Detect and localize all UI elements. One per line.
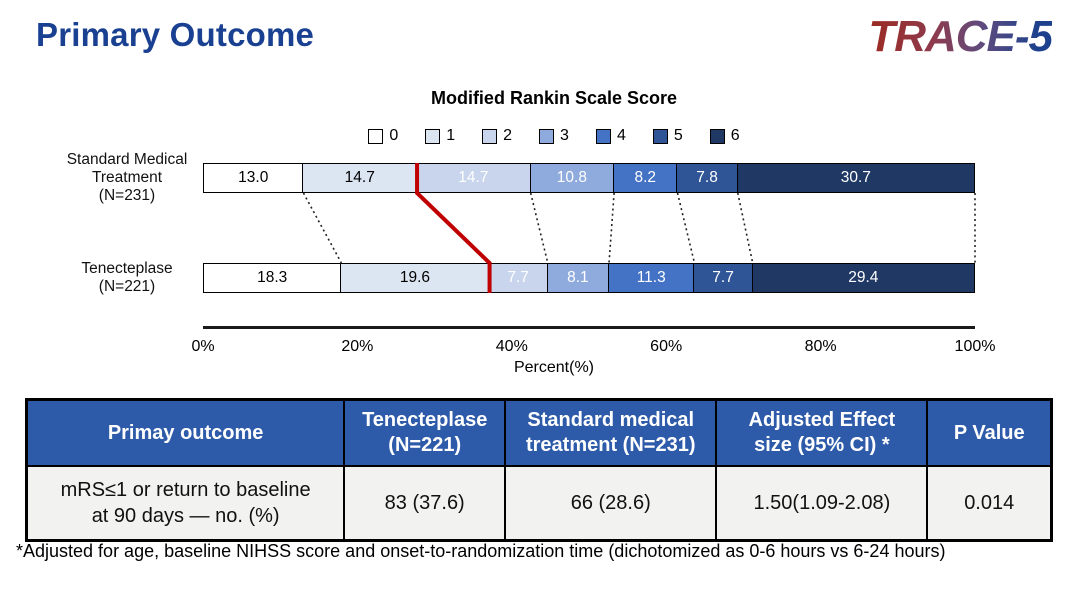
legend-item-mrs-6: 6: [709, 127, 740, 145]
bar-segment-mrs-1: 14.7: [303, 163, 418, 193]
bar-segment-mrs-5: 7.7: [694, 263, 753, 293]
col-header-p-value: P Value: [926, 398, 1053, 467]
legend-label: 6: [730, 127, 740, 144]
legend-label: 4: [616, 127, 626, 144]
cell-tenecteplase-value: 83 (37.6): [343, 465, 507, 542]
legend-label: 5: [673, 127, 683, 144]
bar-segment-mrs-0: 13.0: [203, 163, 304, 193]
col-header-tenecteplase: Tenecteplase (N=221): [343, 398, 507, 467]
x-tick-0: 0%: [191, 338, 215, 355]
legend-item-mrs-1: 1: [425, 127, 455, 145]
legend-item-mrs-3: 3: [539, 127, 569, 145]
x-tick-20: 20%: [341, 338, 374, 355]
footnote: *Adjusted for age, baseline NIHSS score …: [16, 541, 946, 561]
legend-label: 2: [503, 127, 513, 144]
cell-p-value: 0.014: [926, 465, 1053, 542]
x-tick-80: 80%: [804, 338, 837, 355]
table-header-row: Primay outcome Tenecteplase (N=221) Stan…: [25, 398, 1053, 467]
x-tick-40: 40%: [495, 338, 528, 355]
table-row: mRS≤1 or return to baseline at 90 days —…: [25, 465, 1053, 542]
bar-segment-mrs-5: 7.8: [677, 163, 738, 193]
x-axis-label: Percent(%): [513, 359, 595, 376]
legend-swatch-icon: [482, 128, 498, 144]
chart-title: Modified Rankin Scale Score: [430, 88, 678, 108]
bar-segment-mrs-2: 14.7: [417, 163, 531, 193]
col-header-adjusted-effect: Adjusted Effect size (95% CI) *: [715, 398, 929, 467]
cell-standard-value: 66 (28.6): [504, 465, 718, 542]
bar-segment-mrs-3: 8.1: [547, 263, 609, 293]
legend-item-mrs-4: 4: [595, 127, 626, 145]
chart-legend: 0 1 2 3 4 5 6: [204, 127, 904, 145]
legend-swatch-icon: [539, 128, 555, 144]
bar-tenecteplase: 18.3 19.6 7.7 8.1 11.3 7.7 29.4: [203, 263, 975, 293]
cell-outcome-name: mRS≤1 or return to baseline at 90 days —…: [25, 465, 346, 542]
x-axis-line: [203, 326, 975, 329]
dotted-connector-line: [608, 192, 615, 264]
bar-segment-mrs-4: 8.2: [614, 163, 678, 193]
legend-label: 3: [560, 127, 569, 144]
bar-label-standard-medical-treatment: Standard Medical Treatment (N=231): [66, 151, 188, 204]
bar-segment-mrs-6: 30.7: [737, 163, 975, 193]
bar-standard-medical-treatment: 13.0 14.7 14.7 10.8 8.2 7.8 30.7: [203, 163, 975, 193]
bar-segment-mrs-2: 7.7: [489, 263, 548, 293]
page-title: Primary Outcome: [36, 16, 315, 53]
legend-label: 1: [446, 127, 456, 144]
legend-swatch-icon: [425, 128, 441, 144]
dotted-connector-line: [676, 192, 696, 264]
legend-swatch-icon: [595, 128, 611, 144]
col-header-primary-outcome: Primay outcome: [25, 398, 346, 467]
bar-segment-mrs-0: 18.3: [203, 263, 342, 293]
x-tick-60: 60%: [650, 338, 683, 355]
dotted-connector-line: [302, 192, 343, 264]
cell-effect-size: 1.50(1.09-2.08): [715, 465, 929, 542]
legend-item-mrs-5: 5: [652, 127, 683, 145]
legend-swatch-icon: [368, 128, 384, 144]
legend-label: 0: [389, 127, 399, 144]
col-header-standard-medical: Standard medical treatment (N=231): [504, 398, 718, 467]
legend-item-mrs-2: 2: [482, 127, 512, 145]
legend-swatch-icon: [652, 128, 668, 144]
bar-segment-mrs-3: 10.8: [530, 163, 615, 193]
bar-label-tenecteplase: Tenecteplase (N=221): [81, 260, 173, 295]
bar-segment-mrs-1: 19.6: [341, 263, 490, 293]
legend-swatch-icon: [709, 128, 725, 144]
dotted-connector-line: [736, 192, 754, 264]
legend-item-mrs-0: 0: [368, 127, 398, 145]
dotted-connector-line: [529, 192, 549, 264]
x-tick-100: 100%: [954, 338, 996, 355]
trace5-logo: TRACE-5: [868, 12, 1053, 61]
bar-segment-mrs-4: 11.3: [609, 263, 695, 293]
bar-segment-mrs-6: 29.4: [752, 263, 975, 293]
primary-outcome-table: Primay outcome Tenecteplase (N=221) Stan…: [25, 398, 1053, 542]
